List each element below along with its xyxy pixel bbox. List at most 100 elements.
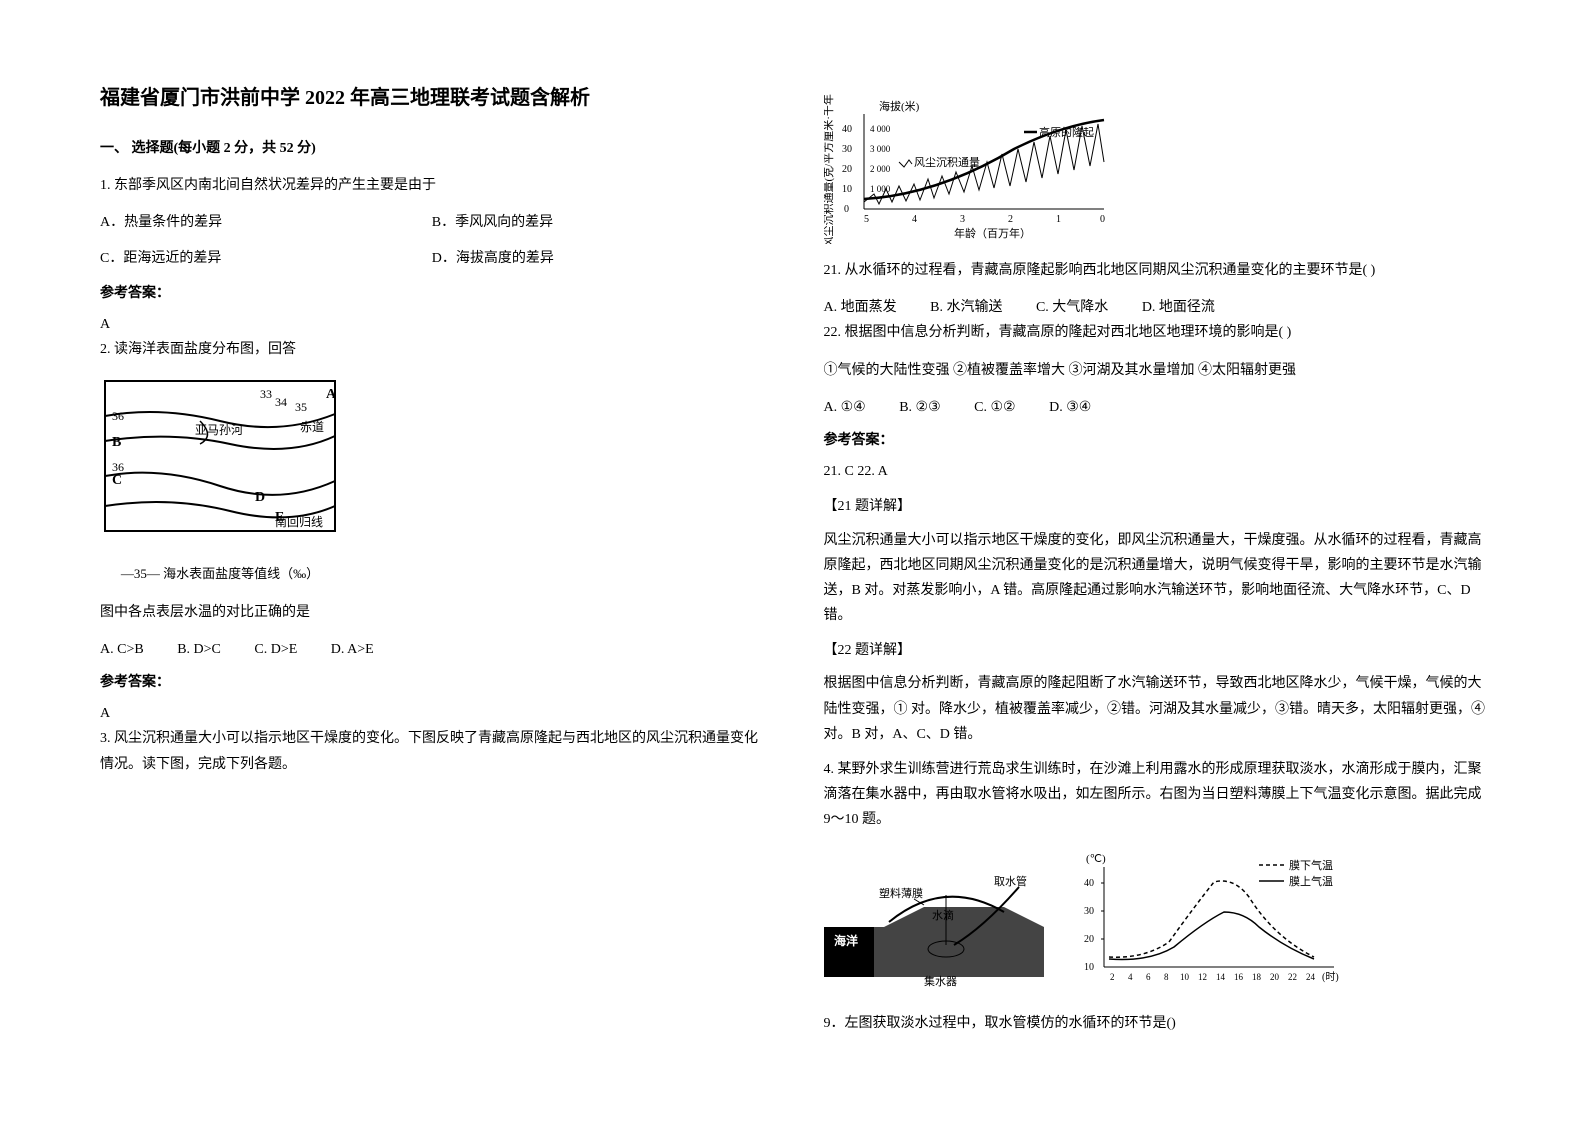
q22-opt-d: D. ③④ [1049,400,1091,415]
svg-text:3 000: 3 000 [870,144,891,154]
svg-text:C: C [112,473,122,488]
q1-opt-b: B．季风风向的差异 [432,210,764,235]
svg-text:2: 2 [1110,972,1115,982]
expl22-head: 【22 题详解】 [824,638,1488,663]
svg-text:D: D [255,490,265,505]
q2-answer: A [100,701,764,726]
question-1: 1. 东部季风区内南北间自然状况差异的产生主要是由于 [100,173,764,198]
q1-options-ab: A．热量条件的差异 B．季风风向的差异 [100,210,764,235]
svg-text:16: 16 [1234,972,1244,982]
svg-text:海洋: 海洋 [834,933,858,948]
expl21-text: 风尘沉积通量大小可以指示地区干燥度的变化，即风尘沉积通量大，干燥度强。从水循环的… [824,528,1488,629]
svg-text:20: 20 [842,164,852,175]
svg-text:30: 30 [842,144,852,155]
svg-text:6: 6 [1146,972,1151,982]
svg-text:40: 40 [1084,878,1094,889]
svg-text:8: 8 [1164,972,1169,982]
temp-chart-svg: (℃) 10 20 30 40 2 4 6 8 10 12 14 16 18 2… [1074,847,1354,997]
svg-text:A: A [326,387,337,402]
expl22-text: 根据图中信息分析判断，青藏高原的隆起阻断了水汽输送环节，导致西北地区降水少，气候… [824,671,1488,747]
q2-options: A. C>B B. D>C C. D>E D. A>E [100,637,764,662]
svg-text:4: 4 [912,214,917,225]
q1-answer: A [100,312,764,337]
svg-text:膜下气温: 膜下气温 [1289,858,1333,872]
q2-opt-b: B. D>C [177,642,221,657]
q2-answer-label: 参考答案： [100,670,764,695]
q21-opt-a: A. 地面蒸发 [824,300,897,315]
svg-text:B: B [112,435,121,450]
svg-text:10: 10 [842,184,852,195]
svg-text:高原的隆起: 高原的隆起 [1039,125,1094,139]
salinity-caption: —35— 海水表面盐度等值线（‰） [100,562,340,585]
svg-text:取水管: 取水管 [994,874,1027,888]
svg-text:14: 14 [1216,972,1226,982]
svg-text:35: 35 [295,400,307,414]
svg-text:22: 22 [1288,972,1297,982]
q21-opt-c: C. 大气降水 [1036,300,1108,315]
q1-stem: 1. 东部季风区内南北间自然状况差异的产生主要是由于 [100,173,764,198]
svg-text:1: 1 [1056,214,1061,225]
svg-text:塑料薄膜: 塑料薄膜 [879,886,923,900]
svg-text:10: 10 [1084,962,1094,973]
left-column: 福建省厦门市洪前中学 2022 年高三地理联考试题含解析 一、 选择题(每小题 … [100,80,764,1042]
q1-options-cd: C．距海远近的差异 D．海拔高度的差异 [100,246,764,271]
svg-text:36: 36 [112,409,124,423]
q1-answer-label: 参考答案： [100,281,764,306]
svg-text:36: 36 [112,460,124,474]
q2-sub: 图中各点表层水温的对比正确的是 [100,600,764,625]
svg-text:40: 40 [842,124,852,135]
q21-opt-b: B. 水汽输送 [930,300,1002,315]
svg-text:4: 4 [1128,972,1133,982]
svg-text:(时): (时) [1322,971,1339,983]
svg-text:0: 0 [1100,214,1105,225]
svg-text:5: 5 [864,214,869,225]
q22-opt-a: A. ①④ [824,400,866,415]
dust-chart-figure: 风尘沉积通量(克/平方厘米·千年) 海拔(米) 0 10 20 30 40 1 … [824,94,1488,244]
q22-opt-c: C. ①② [974,400,1015,415]
svg-text:3: 3 [960,214,965,225]
q2-opt-a: A. C>B [100,642,144,657]
expl21-head: 【21 题详解】 [824,494,1488,519]
svg-text:30: 30 [1084,906,1094,917]
svg-text:(℃): (℃) [1086,853,1106,865]
svg-text:风尘沉积通量: 风尘沉积通量 [914,156,980,169]
svg-text:水滴: 水滴 [932,908,954,922]
svg-text:33: 33 [260,387,272,401]
q21-opt-d: D. 地面径流 [1142,300,1215,315]
svg-text:南回归线: 南回归线 [275,514,323,529]
question-21: 21. 从水循环的过程看，青藏高原隆起影响西北地区同期风尘沉积通量变化的主要环节… [824,258,1488,283]
q22-options: A. ①④ B. ②③ C. ①② D. ③④ [824,395,1488,420]
svg-text:10: 10 [1180,972,1190,982]
question-22: 22. 根据图中信息分析判断，青藏高原的隆起对西北地区地理环境的影响是( ) [824,320,1488,345]
svg-text:风尘沉积通量(克/平方厘米·千年): 风尘沉积通量(克/平方厘米·千年) [824,94,835,244]
q1-opt-c: C．距海远近的差异 [100,246,432,271]
q2-stem: 2. 读海洋表面盐度分布图，回答 [100,342,296,357]
svg-text:2 000: 2 000 [870,164,891,174]
svg-text:亚马孙河: 亚马孙河 [195,423,243,437]
svg-text:4 000: 4 000 [870,124,891,134]
svg-text:20: 20 [1084,934,1094,945]
q21-22-answers: 21. C 22. A [824,459,1488,484]
dust-chart-svg: 风尘沉积通量(克/平方厘米·千年) 海拔(米) 0 10 20 30 40 1 … [824,94,1124,244]
q22-opt-b: B. ②③ [899,400,940,415]
q4-figures: 塑料薄膜 水滴 取水管 海洋 集水器 (℃) 10 20 30 40 2 4 6… [824,847,1488,997]
svg-text:海拔(米): 海拔(米) [879,99,920,113]
svg-text:赤道: 赤道 [300,420,324,434]
svg-text:24: 24 [1306,972,1316,982]
question-3: 3. 风尘沉积通量大小可以指示地区干燥度的变化。下图反映了青藏高原隆起与西北地区… [100,726,764,776]
q21-options: A. 地面蒸发 B. 水汽输送 C. 大气降水 D. 地面径流 [824,295,1488,320]
svg-text:2: 2 [1008,214,1013,225]
doc-title: 福建省厦门市洪前中学 2022 年高三地理联考试题含解析 [100,80,764,116]
svg-text:20: 20 [1270,972,1280,982]
q2-opt-d: D. A>E [331,642,374,657]
q1-opt-d: D．海拔高度的差异 [432,246,764,271]
question-2: 2. 读海洋表面盐度分布图，回答 [100,337,764,362]
svg-text:18: 18 [1252,972,1262,982]
q2-opt-c: C. D>E [254,642,297,657]
q1-opt-a: A．热量条件的差异 [100,210,432,235]
q22-answer-label: 参考答案： [824,428,1488,453]
section-heading: 一、 选择题(每小题 2 分，共 52 分) [100,136,764,161]
salinity-map-figure: 33 34 35 36 B C 36 D E A 亚马孙河 赤道 南回归线 —3… [100,376,764,585]
svg-text:集水器: 集水器 [924,974,957,987]
question-4: 4. 某野外求生训练营进行荒岛求生训练时，在沙滩上利用露水的形成原理获取淡水，水… [824,757,1488,833]
